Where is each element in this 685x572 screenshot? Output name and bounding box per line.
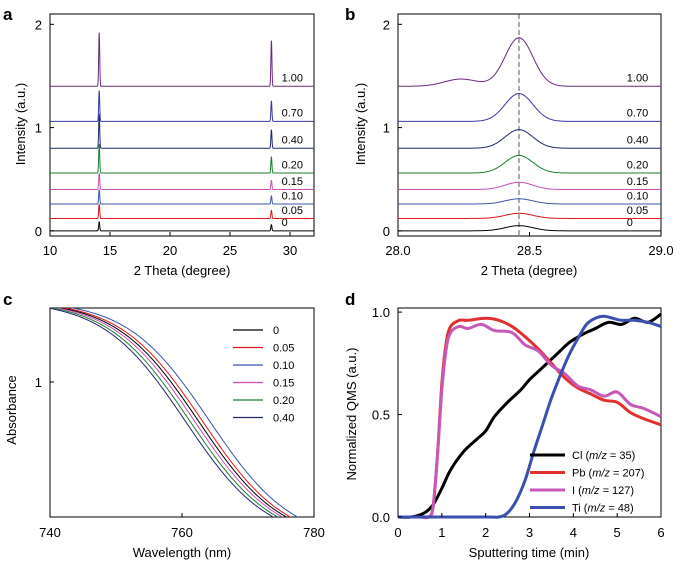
panel-d-series-I bbox=[398, 322, 662, 520]
panel-d-xtick-label: 5 bbox=[614, 525, 621, 540]
panel-a-xtick-label: 25 bbox=[223, 243, 237, 258]
panel-d-xtick-label: 2 bbox=[482, 525, 489, 540]
panel-a-series-0.20 bbox=[50, 144, 314, 174]
panel-a-curve-label: 0.70 bbox=[282, 108, 303, 120]
panel-d-ylabel: Normalized QMS (a.u.) bbox=[344, 348, 359, 481]
panel-b: b 00.050.100.150.200.400.701.00 28.0 28.5… bbox=[345, 5, 674, 278]
panel-d-label: d bbox=[345, 290, 355, 309]
panel-d-series-Ti bbox=[398, 314, 662, 519]
panel-b-ytick-label: 0 bbox=[383, 224, 390, 239]
panel-c-label: c bbox=[3, 290, 12, 309]
panel-d-xtick-label: 0 bbox=[394, 525, 401, 540]
panel-a-curve-label: 0 bbox=[282, 217, 288, 229]
panel-c-series-0.05 bbox=[62, 308, 292, 517]
panel-a-curve-label: 0.20 bbox=[282, 159, 303, 171]
panel-a-ylabel: Intensity (a.u.) bbox=[13, 83, 28, 165]
panel-c-series-0 bbox=[58, 308, 288, 517]
panel-a-ytick-label: 1 bbox=[35, 121, 42, 136]
panel-a-series-0.15 bbox=[50, 172, 314, 191]
panel-a: a 00.050.100.150.200.400.701.00 10 15 20 25… bbox=[3, 5, 315, 278]
panel-c-legend-label: 0.15 bbox=[273, 378, 294, 390]
panel-b-curve-label: 0 bbox=[627, 217, 633, 229]
panel-a-ytick-label: 0 bbox=[35, 224, 42, 239]
panel-a-curve-label: 1.00 bbox=[282, 73, 303, 85]
panel-d: d 0 1 2 3 4 5 6 0.0 0.5 1.0 Cl (m/z = 35) Pb (m/z… bbox=[344, 290, 665, 560]
panel-c-xtick-label: 760 bbox=[171, 525, 193, 540]
panel-a-series-0.10 bbox=[50, 189, 314, 205]
panel-b-xtick-label: 29.0 bbox=[648, 243, 673, 258]
panel-b-curve-label: 0.10 bbox=[627, 190, 648, 202]
panel-b-frame bbox=[397, 13, 662, 237]
panel-a-curve-label: 0.15 bbox=[282, 176, 303, 188]
panel-b-curve-label: 0.70 bbox=[627, 108, 648, 120]
panel-b-ylabel: Intensity (a.u.) bbox=[353, 83, 368, 165]
panel-b-curve-label: 0.20 bbox=[627, 159, 648, 171]
panel-a-series-1.00 bbox=[50, 32, 314, 87]
panel-b-series-0.20 bbox=[398, 154, 661, 174]
panel-d-xtick-label: 4 bbox=[570, 525, 577, 540]
panel-a-series-0.05 bbox=[50, 203, 314, 219]
panel-d-ytick-label: 0.5 bbox=[372, 408, 390, 423]
panel-d-series-Cl bbox=[397, 312, 662, 519]
panel-b-series-0.70 bbox=[398, 93, 661, 122]
panel-b-series-0 bbox=[398, 225, 661, 232]
panel-a-ytick-label: 2 bbox=[35, 17, 42, 32]
panel-b-series-0.15 bbox=[398, 181, 661, 191]
panel-d-legend-label: Pb (m/z = 207) bbox=[572, 468, 644, 480]
panel-c-legend-label: 0.40 bbox=[273, 413, 294, 425]
panel-c-legend-label: 0.05 bbox=[273, 343, 294, 355]
panel-a-curve-label: 0.10 bbox=[282, 190, 303, 202]
panel-c: c 740 760 780 1 0 0.05 0.10 0.15 0.20 0.40 Wave… bbox=[3, 290, 325, 560]
panel-d-legend-label: I (m/z = 127) bbox=[572, 485, 634, 497]
panel-d-xtick-label: 6 bbox=[657, 525, 664, 540]
panel-b-series-0.05 bbox=[398, 212, 661, 219]
panel-a-xtick-label: 10 bbox=[43, 243, 57, 258]
panel-b-series-1.00 bbox=[398, 37, 661, 87]
panel-b-label: b bbox=[345, 5, 355, 24]
panel-c-xlabel: Wavelength (nm) bbox=[133, 545, 232, 560]
panel-c-xtick-label: 780 bbox=[303, 525, 325, 540]
panel-c-legend-label: 0.20 bbox=[273, 395, 294, 407]
panel-d-xtick-label: 3 bbox=[526, 525, 533, 540]
panel-b-curve-label: 0.05 bbox=[627, 205, 648, 217]
panel-c-xtick-label: 740 bbox=[39, 525, 61, 540]
panel-b-series-0.10 bbox=[398, 198, 661, 205]
panel-d-legend-label: Cl (m/z = 35) bbox=[572, 450, 635, 462]
panel-c-series-0.20 bbox=[50, 308, 279, 517]
panel-a-xtick-label: 15 bbox=[103, 243, 117, 258]
panel-c-series-0.15 bbox=[54, 308, 284, 517]
panel-a-curve-label: 0.40 bbox=[282, 135, 303, 147]
panel-c-ytick-label: 1 bbox=[35, 375, 42, 390]
panel-d-ytick-label: 0.0 bbox=[372, 510, 390, 525]
panel-a-label: a bbox=[3, 5, 13, 24]
panel-b-curve-label: 1.00 bbox=[627, 73, 648, 85]
panel-a-curve-label: 0.05 bbox=[282, 205, 303, 217]
panel-b-xtick-label: 28.0 bbox=[385, 243, 410, 258]
panel-b-curve-label: 0.15 bbox=[627, 176, 648, 188]
panel-c-legend-label: 0.10 bbox=[273, 360, 294, 372]
panel-b-curve-label: 0.40 bbox=[627, 135, 648, 147]
panel-a-series-0.40 bbox=[50, 114, 314, 149]
panel-c-series-0.40 bbox=[50, 308, 275, 517]
panel-d-ytick-label: 1.0 bbox=[372, 305, 390, 320]
panel-a-xtick-label: 20 bbox=[163, 243, 177, 258]
panel-a-xlabel: 2 Theta (degree) bbox=[134, 263, 231, 278]
panel-d-legend-label: Ti (m/z = 48) bbox=[572, 503, 634, 515]
panel-a-series-0 bbox=[50, 221, 314, 232]
panel-c-legend-label: 0 bbox=[273, 325, 279, 337]
panel-b-xlabel: 2 Theta (degree) bbox=[481, 263, 578, 278]
panel-d-xlabel: Sputtering time (min) bbox=[469, 545, 590, 560]
panel-a-frame bbox=[49, 13, 315, 237]
panel-c-ylabel: Absorbance bbox=[4, 375, 19, 444]
panel-b-ytick-label: 2 bbox=[383, 17, 390, 32]
panel-a-xtick-label: 30 bbox=[283, 243, 297, 258]
panel-d-xtick-label: 1 bbox=[438, 525, 445, 540]
panel-a-series-0.70 bbox=[50, 90, 314, 122]
panel-b-series-0.40 bbox=[398, 129, 661, 149]
panel-c-series-0.10 bbox=[69, 308, 299, 517]
panel-b-ytick-label: 1 bbox=[383, 121, 390, 136]
panel-b-xtick-label: 28.5 bbox=[517, 243, 542, 258]
